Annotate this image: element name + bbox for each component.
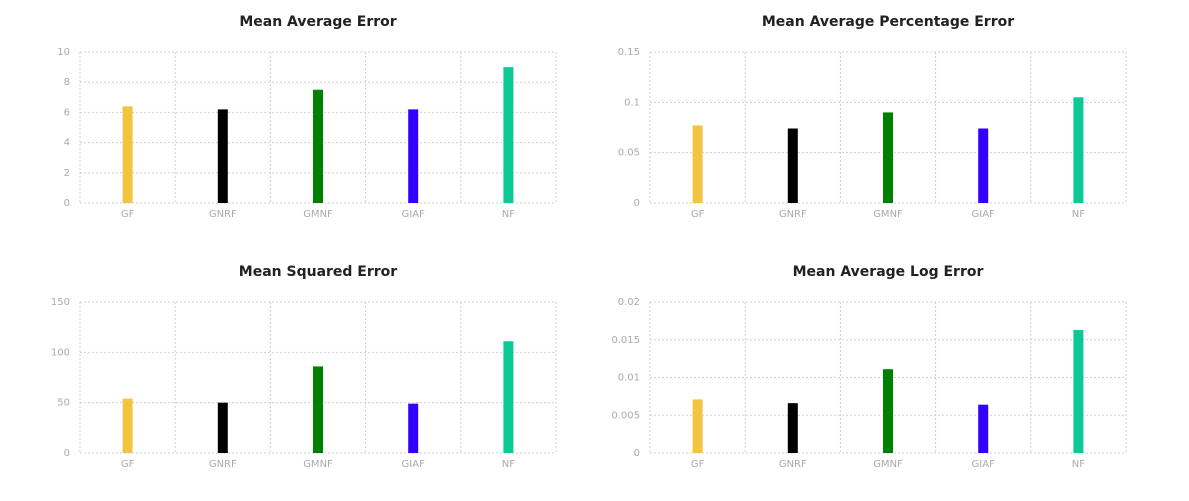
x-tick-label: GNRF: [779, 459, 807, 470]
bar-gf: [692, 125, 703, 203]
x-tick-label: GMNF: [873, 459, 903, 470]
y-tick-label: 0.05: [618, 148, 640, 159]
x-tick-label: GIAF: [972, 209, 996, 220]
bar-nf: [503, 341, 514, 453]
chart-title: Mean Average Percentage Error: [762, 14, 1014, 30]
y-tick-label: 6: [64, 107, 70, 118]
bar-giaf: [978, 128, 989, 203]
y-tick-label: 2: [64, 168, 70, 179]
bar-giaf: [978, 404, 989, 453]
bar-gnrf: [217, 109, 228, 203]
x-tick-label: NF: [1072, 209, 1085, 220]
bar-gmnf: [883, 369, 893, 453]
y-tick-label: 0: [634, 448, 640, 459]
y-tick-label: 0: [64, 448, 70, 459]
y-tick-label: 4: [64, 138, 70, 149]
y-tick-label: 50: [57, 398, 70, 409]
bar-gf: [122, 398, 133, 453]
x-tick-label: GNRF: [209, 459, 237, 470]
bar-nf: [503, 67, 514, 203]
bar-nf: [1073, 97, 1084, 203]
chart-title: Mean Average Log Error: [793, 264, 984, 280]
x-tick-label: GNRF: [209, 209, 237, 220]
bar-gmnf: [313, 89, 323, 203]
chart-title: Mean Average Error: [239, 14, 396, 30]
y-tick-label: 150: [51, 297, 70, 308]
y-tick-label: 8: [64, 77, 70, 88]
chart-3: Mean Squared Error 0 50 100 150 GF GNRF GMNF GIA…: [51, 264, 557, 470]
y-tick-label: 0: [64, 198, 70, 209]
chart-1: Mean Average Error 0 2 4 6 8 10 GF GNRF GMNF GIAF N…: [57, 14, 557, 220]
x-tick-label: GF: [121, 209, 135, 220]
x-tick-label: GF: [121, 459, 135, 470]
x-tick-label: GF: [691, 209, 705, 220]
y-tick-label: 0.01: [618, 373, 640, 384]
chart-title: Mean Squared Error: [239, 264, 398, 280]
x-tick-label: GNRF: [779, 209, 807, 220]
y-tick-label: 0.1: [624, 97, 640, 108]
y-tick-label: 0.015: [611, 335, 640, 346]
bar-gnrf: [787, 128, 798, 203]
bar-gnrf: [787, 403, 798, 453]
y-tick-label: 10: [57, 47, 70, 58]
bar-gmnf: [883, 112, 893, 203]
y-tick-label: 0.005: [611, 410, 640, 421]
x-tick-label: GMNF: [873, 209, 903, 220]
x-tick-label: NF: [1072, 459, 1085, 470]
y-tick-label: 0.15: [618, 47, 640, 58]
bar-giaf: [408, 403, 419, 453]
bar-giaf: [408, 109, 419, 203]
chart-4: Mean Average Log Error 0 0.005 0.01 0.015 0.0…: [611, 264, 1127, 470]
x-tick-label: NF: [502, 459, 515, 470]
x-tick-label: GIAF: [402, 459, 426, 470]
x-tick-label: GMNF: [303, 459, 333, 470]
x-tick-label: GF: [691, 459, 705, 470]
x-tick-label: GIAF: [972, 459, 996, 470]
x-tick-label: GMNF: [303, 209, 333, 220]
y-tick-label: 0: [634, 198, 640, 209]
bar-gnrf: [217, 402, 228, 453]
bar-nf: [1073, 329, 1084, 453]
chart-2: Mean Average Percentage Error 0 0.05 0.1 0.1…: [618, 14, 1127, 220]
x-tick-label: NF: [502, 209, 515, 220]
y-tick-label: 100: [51, 347, 70, 358]
bar-gf: [692, 399, 703, 453]
bar-gmnf: [313, 366, 323, 453]
x-tick-label: GIAF: [402, 209, 426, 220]
bar-gf: [122, 106, 133, 203]
y-tick-label: 0.02: [618, 297, 640, 308]
